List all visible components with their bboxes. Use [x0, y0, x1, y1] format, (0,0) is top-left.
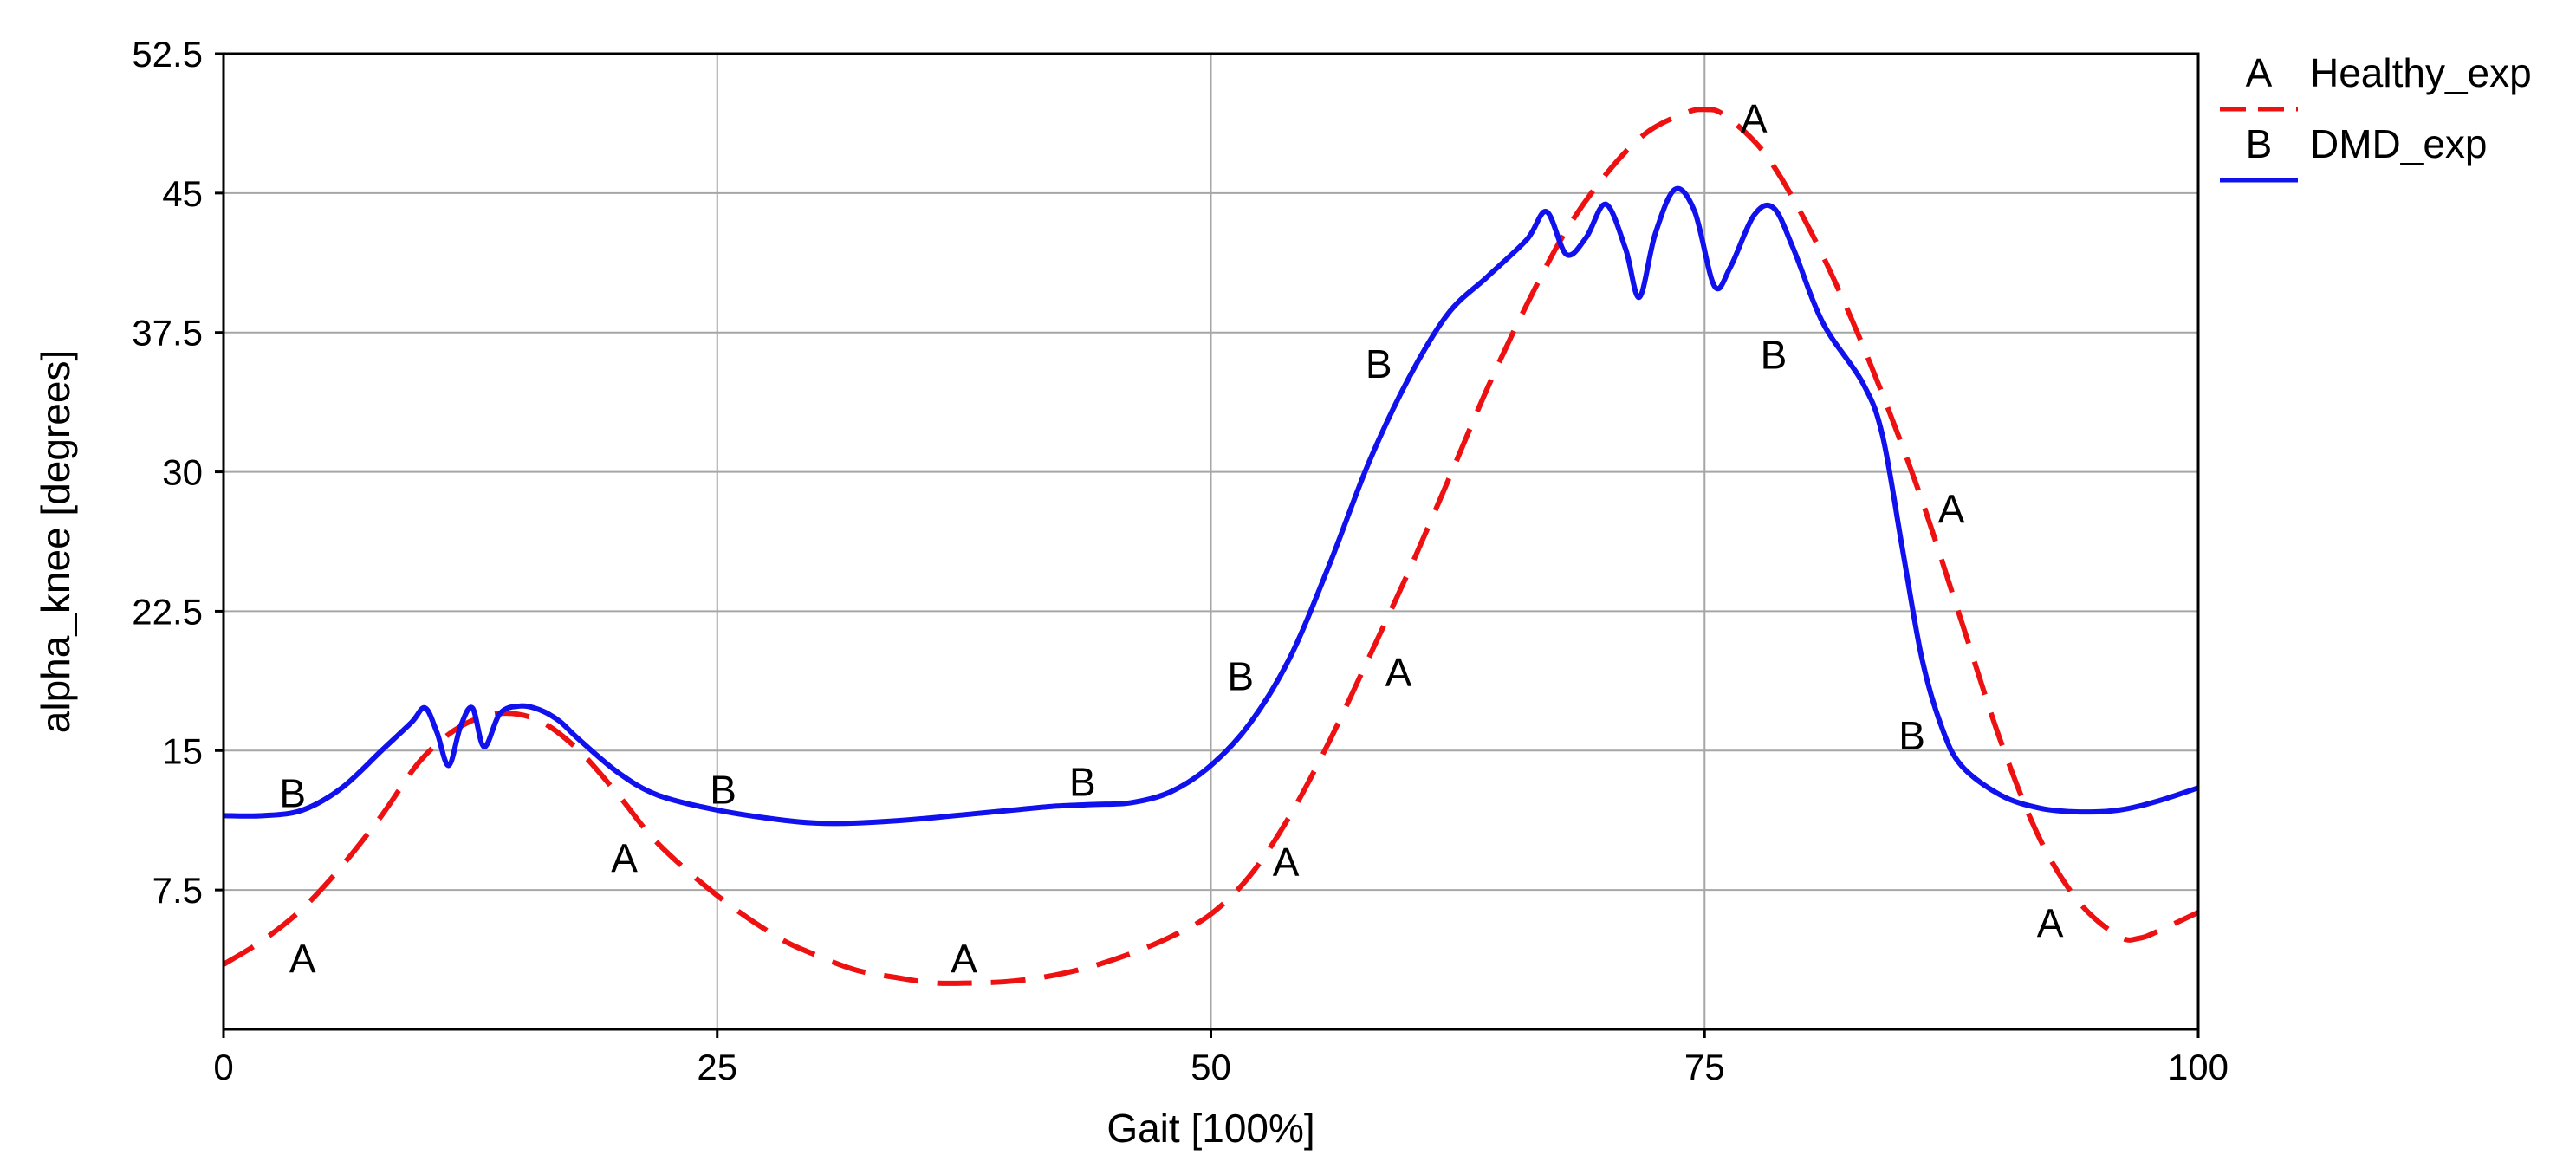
y-tick-label: 52.5	[132, 34, 203, 75]
series-marker-b: B	[1898, 713, 1925, 758]
series-markers: A A A A A A A A B B B B B B B	[279, 96, 2063, 981]
x-tick-label: 100	[2168, 1047, 2229, 1087]
series-lines	[224, 107, 2198, 986]
y-tick-label: 7.5	[152, 870, 203, 911]
x-tick-label: 50	[1191, 1047, 1231, 1087]
series-marker-b: B	[710, 767, 736, 812]
x-tick-label: 0	[213, 1047, 233, 1087]
series-line-healthy-exp	[224, 107, 2198, 986]
series-marker-b: B	[1227, 653, 1254, 698]
series-marker-a: A	[1938, 486, 1965, 531]
series-marker-b: B	[1366, 341, 1392, 386]
y-tick-label: 22.5	[132, 591, 203, 632]
grid-lines	[224, 54, 2198, 1029]
series-marker-b: B	[279, 771, 306, 816]
legend-item-healthy-exp: A Healthy_exp	[2220, 50, 2532, 112]
series-marker-b: B	[1761, 332, 1788, 377]
series-marker-a: A	[1741, 96, 1768, 141]
x-tick-label: 25	[697, 1047, 737, 1087]
x-axis-ticks: 0 25 50 75 100	[213, 1029, 2229, 1087]
legend-item-dmd-exp: B DMD_exp	[2220, 121, 2488, 183]
series-line-dmd-exp	[224, 185, 2198, 827]
series-marker-a: A	[951, 936, 977, 981]
y-tick-label: 15	[162, 730, 203, 771]
legend-label: DMD_exp	[2310, 121, 2488, 166]
series-marker-b: B	[1069, 760, 1096, 805]
series-marker-a: A	[289, 936, 316, 981]
y-axis-label: alpha_knee [degrees]	[33, 350, 78, 733]
y-tick-label: 30	[162, 452, 203, 493]
series-marker-a: A	[2037, 901, 2064, 946]
series-marker-a: A	[1273, 840, 1300, 885]
x-tick-label: 75	[1684, 1047, 1725, 1087]
legend: A Healthy_exp B DMD_exp	[2220, 50, 2532, 183]
x-axis-label: Gait [100%]	[1106, 1106, 1314, 1151]
legend-marker: B	[2246, 121, 2273, 166]
legend-marker: A	[2246, 50, 2273, 95]
y-tick-label: 45	[162, 173, 203, 214]
y-axis-ticks: 7.5 15 22.5 30 37.5 45 52.5	[132, 34, 224, 911]
legend-label: Healthy_exp	[2310, 50, 2532, 95]
series-marker-a: A	[1385, 650, 1412, 695]
series-marker-a: A	[611, 836, 638, 881]
y-tick-label: 37.5	[132, 313, 203, 354]
